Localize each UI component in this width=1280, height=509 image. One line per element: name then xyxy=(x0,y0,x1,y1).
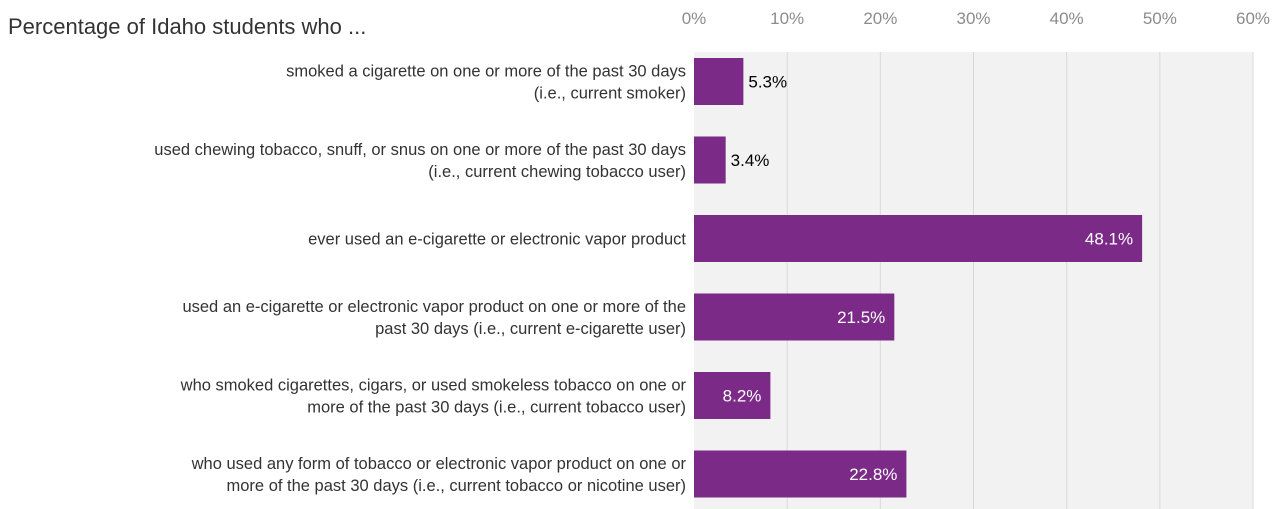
category-label: more of the past 30 days (i.e., current … xyxy=(307,399,686,417)
category-label: past 30 days (i.e., current e-cigarette … xyxy=(375,320,686,338)
value-label: 5.3% xyxy=(748,73,787,92)
value-label: 48.1% xyxy=(1085,230,1133,249)
category-label: smoked a cigarette on one or more of the… xyxy=(286,63,686,81)
value-label: 8.2% xyxy=(723,387,762,406)
x-tick-label: 20% xyxy=(863,9,897,28)
category-label: ever used an e-cigarette or electronic v… xyxy=(308,231,686,249)
bar xyxy=(694,372,771,419)
bar xyxy=(694,215,1143,262)
x-tick-label: 30% xyxy=(956,9,990,28)
x-tick-label: 0% xyxy=(682,9,707,28)
category-label: more of the past 30 days (i.e., current … xyxy=(227,477,686,495)
category-label: used chewing tobacco, snuff, or snus on … xyxy=(154,141,686,159)
value-label: 22.8% xyxy=(849,465,897,484)
category-label: who smoked cigarettes, cigars, or used s… xyxy=(180,377,687,395)
chart-title: Percentage of Idaho students who ... xyxy=(8,14,366,39)
value-label: 3.4% xyxy=(731,151,770,170)
x-tick-label: 50% xyxy=(1143,9,1177,28)
category-label: used an e-cigarette or electronic vapor … xyxy=(182,298,686,316)
bar xyxy=(694,136,726,184)
x-tick-label: 10% xyxy=(770,9,804,28)
x-tick-label: 40% xyxy=(1050,9,1084,28)
category-label: (i.e., current smoker) xyxy=(534,85,686,103)
category-label: who used any form of tobacco or electron… xyxy=(191,455,687,473)
category-label: (i.e., current chewing tobacco user) xyxy=(428,163,686,181)
bar xyxy=(694,58,744,105)
bar xyxy=(694,450,907,498)
value-label: 21.5% xyxy=(837,308,885,327)
x-tick-label: 60% xyxy=(1236,9,1270,28)
bar xyxy=(694,293,895,341)
